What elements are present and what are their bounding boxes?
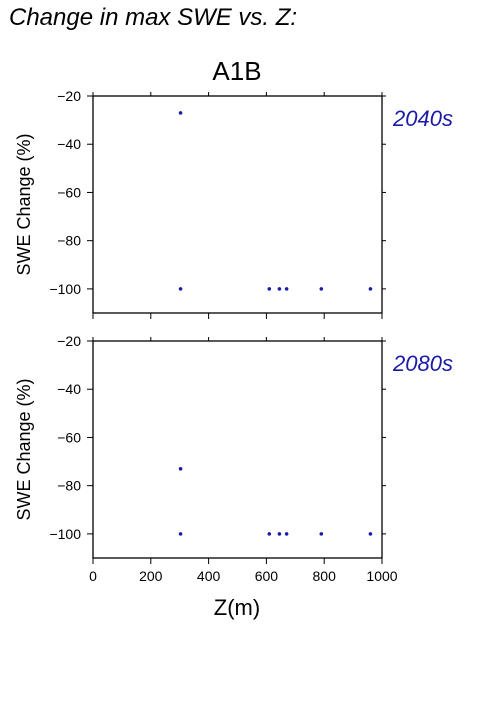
- data-point: [319, 532, 324, 536]
- data-point: [319, 287, 324, 291]
- y-tick-label: −40: [57, 136, 81, 152]
- y-tick-label: −20: [57, 333, 81, 349]
- data-point: [178, 466, 183, 471]
- y-tick-label: −40: [57, 381, 81, 397]
- period-label: 2040s: [392, 106, 453, 131]
- x-tick-label: 600: [255, 568, 279, 584]
- data-point: [368, 532, 373, 536]
- data-point: [178, 287, 183, 291]
- y-tick-label: −100: [49, 281, 81, 297]
- data-point: [284, 532, 289, 536]
- x-axis-label: Z(m): [214, 595, 260, 620]
- chart-panel-2080s: −20 −40 −60 −80 −100 0 200 400 600 800 1000 SWE Cha…: [14, 333, 453, 584]
- y-tick-label: −60: [57, 184, 81, 200]
- data-point: [284, 287, 289, 291]
- data-point: [267, 532, 272, 536]
- plot-frame: [92, 340, 383, 559]
- y-axis-label: SWE Change (%): [14, 378, 34, 520]
- period-label: 2080s: [392, 351, 453, 376]
- page-title: Change in max SWE vs. Z:: [9, 4, 298, 31]
- data-point: [368, 287, 373, 291]
- data-point: [178, 532, 183, 536]
- data-point: [277, 287, 282, 291]
- x-tick-label: 800: [313, 568, 337, 584]
- x-tick-label: 200: [139, 568, 163, 584]
- x-tick-label: 400: [197, 568, 221, 584]
- y-tick-label: −80: [57, 233, 81, 249]
- data-point: [277, 532, 282, 536]
- data-point: [267, 287, 272, 291]
- y-tick-label: −60: [57, 429, 81, 445]
- chart-panel-2040s: −20 −40 −60 −80 −100 SWE Change (%) 2040s: [14, 88, 453, 319]
- x-tick-label: 1000: [366, 568, 397, 584]
- y-tick-label: −20: [57, 88, 81, 104]
- y-tick-label: −80: [57, 478, 81, 494]
- scenario-title: A1B: [212, 56, 261, 86]
- y-tick-label: −100: [49, 526, 81, 542]
- plot-frame: [92, 95, 383, 314]
- data-point: [178, 111, 183, 115]
- x-tick-label: 0: [89, 568, 97, 584]
- y-axis-label: SWE Change (%): [14, 133, 34, 275]
